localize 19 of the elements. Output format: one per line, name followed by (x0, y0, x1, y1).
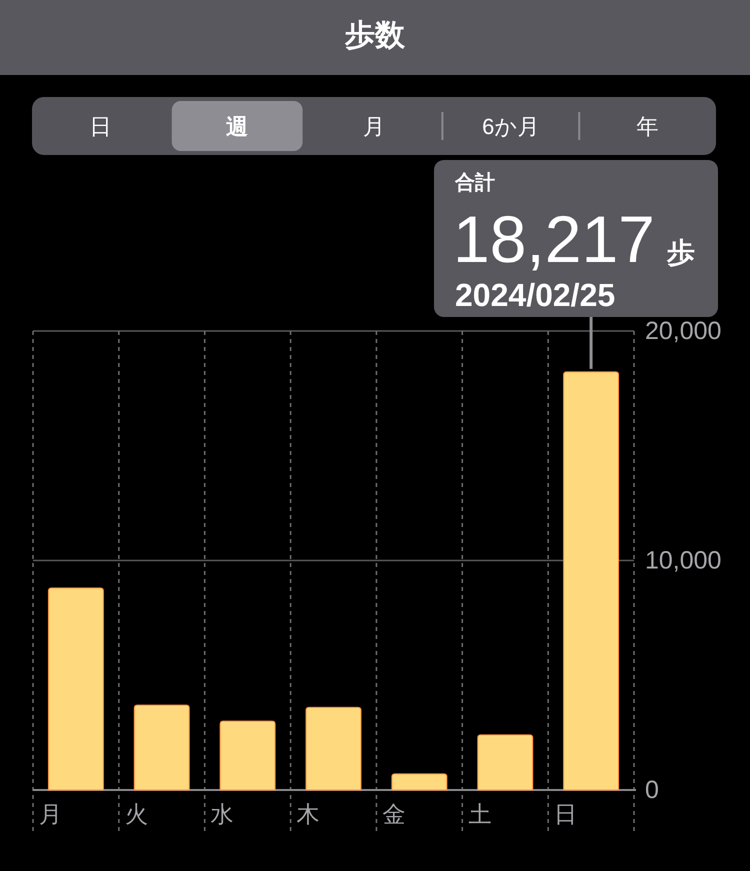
title: 歩数 (345, 19, 405, 52)
annotation: 2024/02/25 (455, 277, 616, 313)
x-tick-label: 土 (468, 801, 492, 827)
x-tick-label: 金 (382, 801, 406, 827)
segment-label: 年 (636, 114, 659, 139)
segment-label: 6か月 (482, 114, 540, 139)
segment-label: 日 (89, 114, 112, 139)
x-tick-label: 火 (124, 801, 148, 827)
segment-label: 週 (226, 114, 248, 139)
y-tick-label: 10,000 (645, 546, 722, 574)
tooltip-label: 合計 (455, 172, 495, 194)
x-tick-label: 木 (296, 801, 320, 827)
y-tick-label: 20,000 (645, 317, 722, 345)
x-tick-label: 日 (554, 801, 578, 827)
segment-label: 月 (363, 114, 385, 139)
y-tick-label: 0 (645, 776, 659, 804)
value-label: 18,217 歩 (453, 202, 695, 276)
x-tick-label: 水 (210, 801, 234, 827)
x-tick-label: 月 (39, 801, 62, 827)
